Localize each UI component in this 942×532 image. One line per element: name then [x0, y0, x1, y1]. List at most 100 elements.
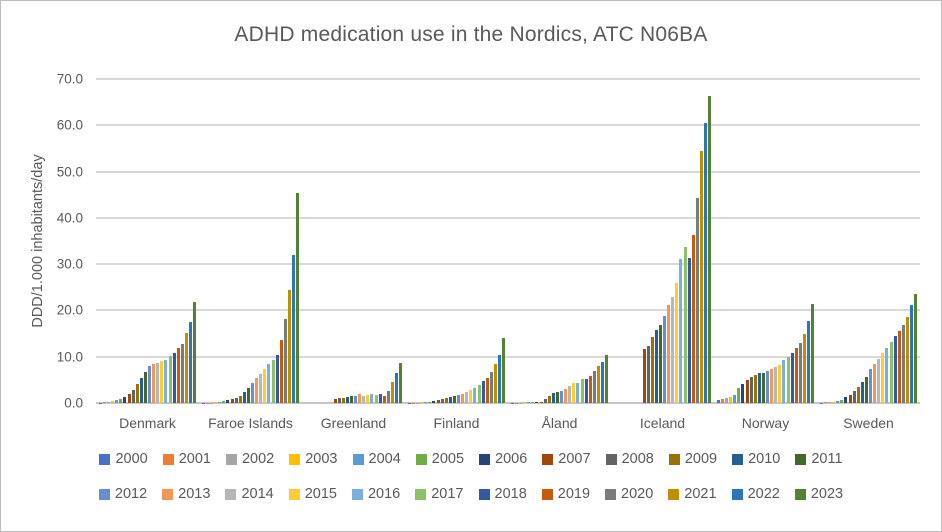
legend-year-label: 2019 — [557, 486, 591, 502]
bar-faroe-islands-2004 — [218, 402, 222, 403]
bar--land-2022 — [600, 362, 604, 403]
bar-denmark-2011 — [143, 372, 147, 403]
legend-year-label: 2009 — [684, 451, 718, 467]
bar-faroe-islands-2013 — [255, 378, 259, 403]
legend-item-2007: 2007 — [542, 451, 591, 467]
bar-iceland-2016 — [679, 259, 683, 403]
legend-year-label: 2020 — [621, 486, 654, 502]
bar-norway-2023 — [811, 303, 815, 403]
bar-faroe-islands-2010 — [242, 391, 246, 403]
legend-year-label: 2004 — [368, 451, 401, 467]
legend-swatch-icon — [795, 453, 807, 465]
bar--land-2019 — [588, 376, 592, 403]
plot-area — [96, 78, 920, 404]
bar-iceland-2022 — [703, 123, 707, 403]
y-tick-label: 10.0 — [56, 349, 83, 365]
bar--land-2011 — [555, 391, 559, 403]
bar--land-2010 — [551, 392, 555, 403]
bar-sweden-2006 — [844, 397, 848, 403]
y-tick-label: 60.0 — [56, 117, 83, 133]
bar-iceland-2018 — [687, 258, 691, 403]
legend-item-2019: 2019 — [541, 486, 591, 502]
y-tick-label: 20.0 — [56, 302, 83, 318]
bar-greenland-2019 — [382, 396, 386, 403]
legend-swatch-icon — [99, 453, 111, 465]
bar-greenland-2022 — [394, 373, 398, 403]
x-axis-labels: Denmark Faroe Islands Greenland Finland Ålan… — [96, 415, 920, 431]
bar-denmark-2022 — [188, 321, 192, 403]
bar-iceland-2021 — [699, 150, 703, 403]
bar-norway-2002 — [725, 397, 729, 403]
bar-faroe-islands-2017 — [271, 359, 275, 403]
legend-item-2006: 2006 — [479, 451, 527, 467]
x-label-sweden: Sweden — [843, 415, 894, 431]
bar-finland-2004 — [424, 402, 428, 403]
bar--land-2016 — [576, 383, 580, 403]
chart-title: ADHD medication use in the Nordics, ATC … — [234, 23, 708, 46]
legend-item-2008: 2008 — [605, 451, 654, 467]
bar-norway-2005 — [737, 387, 741, 403]
bar--land-2004 — [527, 402, 531, 403]
bar-sweden-2012 — [869, 369, 873, 403]
bar-finland-2010 — [448, 397, 452, 403]
bar-faroe-islands-2007 — [230, 399, 234, 403]
bar-finland-2019 — [485, 377, 489, 403]
legend-item-2015: 2015 — [288, 486, 337, 502]
bar-denmark-2006 — [123, 396, 127, 403]
bar-sweden-2022 — [909, 305, 913, 403]
bar-norway-2004 — [733, 395, 737, 403]
bar-denmark-2020 — [180, 343, 184, 403]
bar-iceland-2007 — [642, 348, 646, 403]
y-axis-ticks: 0.0 10.0 20.0 30.0 40.0 50.0 60.0 70.0 — [41, 72, 89, 411]
legend-swatch-icon — [668, 488, 680, 500]
bar-sweden-2023 — [914, 293, 918, 403]
bar-iceland-2010 — [654, 329, 658, 403]
bar-iceland-2015 — [675, 283, 679, 403]
legend-item-2011: 2011 — [795, 451, 843, 467]
bar--land-2012 — [560, 391, 564, 403]
bar-denmark-2010 — [139, 378, 143, 403]
legend-swatch-icon — [605, 488, 617, 500]
bar-finland-2020 — [489, 371, 493, 403]
y-tick-label: 70.0 — [56, 71, 83, 87]
bar-norway-2015 — [778, 365, 782, 403]
bar-group-norway — [714, 79, 817, 403]
bar-sweden-2021 — [905, 316, 909, 403]
x-label-finland: Finland — [433, 415, 480, 431]
bar-greenland-2013 — [358, 394, 362, 403]
legend-year-label: 2012 — [114, 486, 148, 502]
bar--land-2007 — [539, 401, 543, 403]
legend-row-1: 2000 2001 2002 2003 2004 2005 2006 2007 2008 2009… — [99, 451, 843, 467]
legend-swatch-icon — [732, 453, 744, 465]
bar-sweden-2005 — [840, 400, 844, 403]
bar-denmark-2007 — [127, 393, 131, 403]
legend-item-2013: 2013 — [162, 486, 210, 502]
bar-greenland-2018 — [378, 394, 382, 403]
bar-norway-2001 — [721, 398, 725, 403]
bar-iceland-2023 — [708, 96, 712, 403]
bar-finland-2008 — [440, 399, 444, 403]
bar-faroe-islands-2015 — [263, 369, 267, 403]
bar-finland-2007 — [436, 400, 440, 403]
gridline — [96, 124, 920, 127]
y-tick-label: 0.0 — [64, 395, 83, 411]
gridline — [96, 216, 920, 219]
bar-finland-2005 — [428, 401, 432, 403]
bar-sweden-2007 — [848, 394, 852, 403]
bar-faroe-islands-2012 — [251, 383, 255, 403]
bar-sweden-2009 — [856, 386, 860, 403]
legend-year-label: 2018 — [494, 486, 527, 502]
legend-swatch-icon — [225, 453, 237, 465]
bar-denmark-2008 — [131, 390, 135, 403]
bar-norway-2009 — [753, 375, 757, 403]
legend-swatch-icon — [668, 453, 680, 465]
bar-finland-2009 — [444, 398, 448, 403]
bar--land-2020 — [592, 370, 596, 403]
bar--land-2006 — [535, 401, 539, 403]
legend-year-label: 2023 — [810, 486, 844, 502]
legend-swatch-icon — [162, 453, 174, 465]
bar-finland-2013 — [461, 394, 465, 403]
legend-item-2021: 2021 — [668, 486, 717, 502]
bar-finland-2003 — [420, 402, 424, 403]
bar-norway-2017 — [786, 357, 790, 403]
